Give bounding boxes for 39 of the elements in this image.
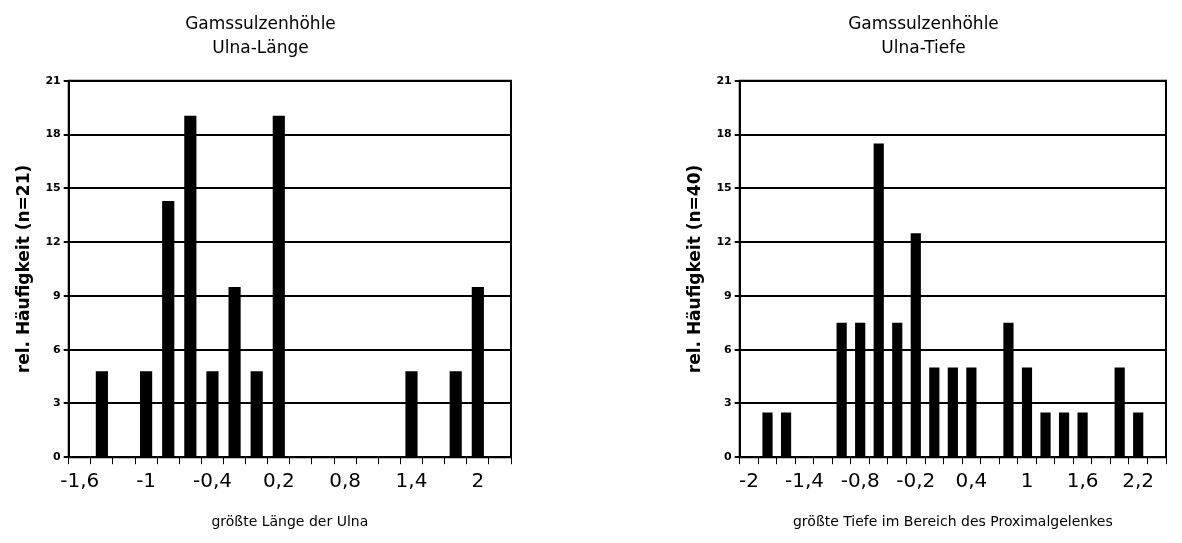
chart-subtitle: Ulna-Tiefe xyxy=(881,37,966,58)
y-axis-title: rel. Häufigkeit (n=21) xyxy=(12,164,33,374)
x-tick-label: -0,8 xyxy=(840,468,880,493)
y-tick-label: 0 xyxy=(53,450,62,464)
x-tick-label: 0,4 xyxy=(955,468,988,493)
x-axis-title: größte Länge der Ulna xyxy=(211,513,369,530)
y-tick-label: 18 xyxy=(716,127,732,141)
x-tick-label: 0,8 xyxy=(329,468,362,493)
chart-subtitle: Ulna-Länge xyxy=(212,37,309,58)
x-tick-label: -0,2 xyxy=(896,468,936,493)
y-tick-label: 9 xyxy=(724,288,732,302)
y-tick-label: 3 xyxy=(53,396,61,410)
x-tick-label: 2,2 xyxy=(1122,468,1155,493)
x-tick-label: -1,4 xyxy=(785,468,825,493)
x-tick-label: 0,2 xyxy=(262,468,295,493)
y-tick-label: 12 xyxy=(716,234,732,248)
y-tick-label: 9 xyxy=(53,288,61,302)
y-axis-title: rel. Häufigkeit (n=40) xyxy=(683,164,704,374)
y-tick-label: 12 xyxy=(45,234,61,248)
y-tick-label: 18 xyxy=(45,127,61,141)
y-tick-label: 21 xyxy=(45,73,61,87)
y-tick-label: 3 xyxy=(724,396,732,410)
x-tick-label: 1,6 xyxy=(1066,468,1099,493)
chart-title: Gamssulzenhöhle xyxy=(848,12,999,33)
x-tick-label: -2 xyxy=(739,468,759,493)
y-tick-label: 0 xyxy=(724,450,733,464)
x-tick-label: 1 xyxy=(1020,468,1034,493)
y-tick-label: 15 xyxy=(716,181,732,195)
y-tick-label: 21 xyxy=(716,73,732,87)
x-tick-label: -1,6 xyxy=(60,468,100,493)
x-tick-label: 2 xyxy=(471,468,485,493)
x-axis-title: größte Tiefe im Bereich des Proximalgelenkes xyxy=(792,513,1113,530)
x-tick-label: -0,4 xyxy=(192,468,232,493)
y-tick-label: 15 xyxy=(45,181,61,195)
y-tick-label: 6 xyxy=(724,342,733,356)
x-tick-label: -1 xyxy=(136,468,157,493)
x-tick-label: 1,4 xyxy=(395,468,428,493)
chart-title: Gamssulzenhöhle xyxy=(185,12,336,33)
y-tick-label: 6 xyxy=(53,342,62,356)
